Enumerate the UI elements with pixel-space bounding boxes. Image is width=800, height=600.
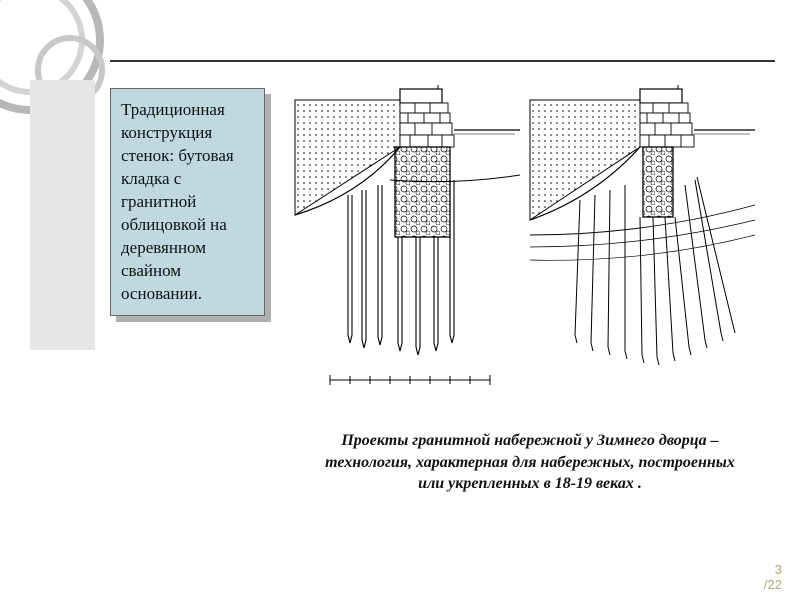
page-number: 3 /22 xyxy=(764,563,782,592)
page-current: 3 xyxy=(764,563,782,577)
left-stripe xyxy=(30,80,95,350)
callout-box: Традиционная конструкция стенок: бутовая… xyxy=(110,88,265,316)
top-divider xyxy=(110,60,775,62)
callout-text: Традиционная конструкция стенок: бутовая… xyxy=(110,88,265,316)
page-total: /22 xyxy=(764,578,782,592)
diagram-caption: Проекты гранитной набережной у Зимнего д… xyxy=(320,430,740,495)
embankment-diagram xyxy=(290,85,760,395)
